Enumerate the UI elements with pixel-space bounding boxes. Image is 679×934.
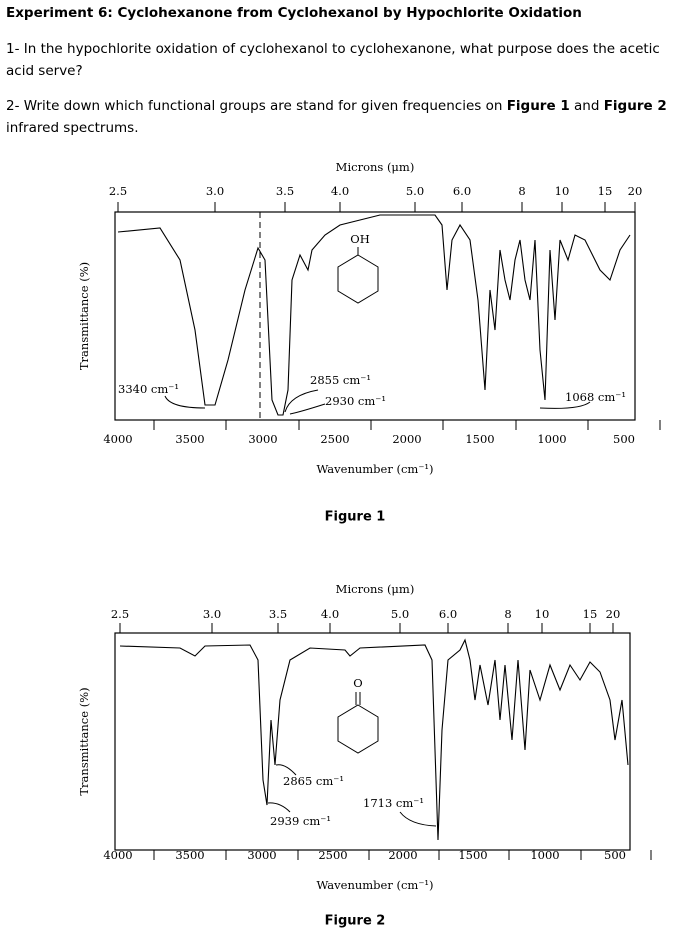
micron-label: 20 bbox=[606, 607, 621, 621]
micron-label: 5.0 bbox=[406, 184, 424, 198]
wavenumber-label: 3000 bbox=[248, 432, 277, 446]
question: 1- In the hypochlorite oxidation of cycl… bbox=[6, 38, 674, 82]
peak-annotation: 2939 cm⁻¹ bbox=[270, 814, 331, 828]
wavenumber-label: 500 bbox=[613, 432, 635, 446]
question-text: 2- Write down which functional groups ar… bbox=[6, 98, 507, 114]
plot-frame bbox=[114, 632, 631, 851]
wavenumber-label: 1000 bbox=[530, 848, 559, 862]
micron-label: 8 bbox=[518, 184, 525, 198]
figure-ref: Figure 2 bbox=[603, 98, 667, 114]
micron-label: 2.5 bbox=[111, 607, 129, 621]
wavenumber-label: 2000 bbox=[392, 432, 421, 446]
caption: Figure 1 bbox=[325, 510, 386, 525]
molecule bbox=[337, 704, 379, 754]
molecule-label: OH bbox=[350, 232, 369, 246]
question-text: and bbox=[569, 98, 604, 114]
micron-label: 10 bbox=[535, 607, 550, 621]
spectrum bbox=[117, 214, 631, 416]
wavenumber-label: 1500 bbox=[465, 432, 494, 446]
wavenumber-label: 2500 bbox=[320, 432, 349, 446]
micron-label: 20 bbox=[628, 184, 643, 198]
arrow bbox=[539, 401, 591, 409]
micron-label: 2.5 bbox=[109, 184, 127, 198]
wavenumber-label: 2000 bbox=[388, 848, 417, 862]
micron-label: 5.0 bbox=[391, 607, 409, 621]
peak-annotation: 1068 cm⁻¹ bbox=[565, 390, 626, 404]
wavenumber-label: 3500 bbox=[175, 432, 204, 446]
wavenumber-label: 1500 bbox=[458, 848, 487, 862]
axis-title: Transmittance (%) bbox=[77, 262, 91, 370]
peak-annotation: 2930 cm⁻¹ bbox=[325, 394, 386, 408]
micron-label: 8 bbox=[504, 607, 511, 621]
micron-label: 4.0 bbox=[321, 607, 339, 621]
arrow bbox=[267, 802, 291, 813]
peak-annotation: 1713 cm⁻¹ bbox=[363, 796, 424, 810]
peak-annotation: 2865 cm⁻¹ bbox=[283, 774, 344, 788]
peak-annotation: 2855 cm⁻¹ bbox=[310, 373, 371, 387]
micron-label: 15 bbox=[598, 184, 613, 198]
figure-ref: Figure 1 bbox=[506, 98, 570, 114]
axis-title: Microns (μm) bbox=[336, 160, 415, 174]
micron-label: 10 bbox=[555, 184, 570, 198]
micron-label: 6.0 bbox=[439, 607, 457, 621]
caption: Figure 2 bbox=[325, 914, 386, 929]
axis-title: Wavenumber (cm⁻¹) bbox=[316, 462, 433, 476]
title: Experiment 6: Cyclohexanone from Cyclohe… bbox=[6, 5, 582, 21]
micron-label: 3.0 bbox=[203, 607, 221, 621]
arrow bbox=[275, 764, 297, 776]
question-text: 1- In the hypochlorite oxidation of cycl… bbox=[6, 41, 660, 79]
micron-label: 3.5 bbox=[276, 184, 294, 198]
axis-title: Microns (μm) bbox=[336, 582, 415, 596]
arrow bbox=[399, 811, 437, 827]
arrow bbox=[289, 403, 326, 415]
molecule bbox=[337, 254, 379, 304]
wavenumber-label: 4000 bbox=[103, 848, 132, 862]
micron-label: 4.0 bbox=[331, 184, 349, 198]
wavenumber-label: 3500 bbox=[175, 848, 204, 862]
wavenumber-label: 1000 bbox=[537, 432, 566, 446]
micron-label: 15 bbox=[583, 607, 598, 621]
question: 2- Write down which functional groups ar… bbox=[6, 95, 674, 139]
micron-label: 3.0 bbox=[206, 184, 224, 198]
arrow bbox=[284, 389, 319, 413]
molecule-label: O bbox=[353, 676, 362, 690]
peak-annotation: 3340 cm⁻¹ bbox=[118, 382, 179, 396]
question-text: infrared spectrums. bbox=[6, 120, 139, 136]
spectrum bbox=[119, 638, 629, 841]
axis-title: Wavenumber (cm⁻¹) bbox=[316, 878, 433, 892]
micron-label: 6.0 bbox=[453, 184, 471, 198]
plot-frame bbox=[114, 211, 636, 421]
arrow bbox=[164, 395, 206, 409]
axis-title: Transmittance (%) bbox=[77, 687, 91, 795]
wavenumber-label: 500 bbox=[604, 848, 626, 862]
wavenumber-label: 4000 bbox=[103, 432, 132, 446]
wavenumber-label: 3000 bbox=[247, 848, 276, 862]
micron-label: 3.5 bbox=[269, 607, 287, 621]
wavenumber-label: 2500 bbox=[318, 848, 347, 862]
